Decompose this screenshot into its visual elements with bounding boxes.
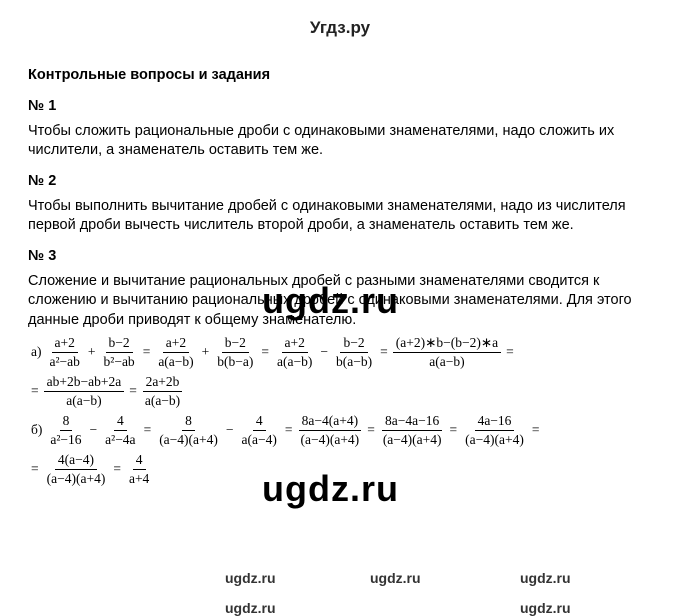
frac: 8a−4(a+4)(a−4)(a+4) [295, 413, 364, 448]
eq: = [126, 383, 140, 399]
frac: 8a²−16 [45, 413, 86, 448]
op: − [223, 422, 237, 438]
eq: = [258, 344, 272, 360]
label-b: б) [28, 422, 45, 438]
frac: 4a²−4a [100, 413, 140, 448]
eq: = [364, 422, 378, 438]
frac: 4(a−4)(a−4)(a+4) [42, 452, 111, 487]
eq: = [140, 344, 154, 360]
frac: a+2a²−ab [45, 335, 85, 370]
eq: = [282, 422, 296, 438]
site-title: Угдз.ру [28, 18, 652, 38]
frac: 4a−16(a−4)(a+4) [460, 413, 529, 448]
op: − [317, 344, 331, 360]
watermark-small: ugdz.ru [520, 600, 571, 616]
eq: = [110, 461, 124, 477]
lead: = [28, 383, 42, 399]
frac: ab+2b−ab+2aa(a−b) [42, 374, 127, 409]
q2-number: № 2 [28, 173, 652, 189]
label-a: а) [28, 344, 45, 360]
section-title: Контрольные вопросы и задания [28, 66, 652, 86]
q2-text: Чтобы выполнить вычитание дробей с одина… [28, 197, 652, 236]
q1-number: № 1 [28, 98, 652, 114]
q1-text: Чтобы сложить рациональные дроби с одина… [28, 122, 652, 161]
op: + [199, 344, 213, 360]
frac: b−2b(a−b) [331, 335, 377, 370]
frac: 4a+4 [124, 452, 154, 487]
eq: = [141, 422, 155, 438]
frac: a+2a(a−b) [153, 335, 198, 370]
watermark-small: ugdz.ru [370, 570, 421, 586]
watermark-small: ugdz.ru [225, 600, 276, 616]
eq: = [377, 344, 391, 360]
formula-row-b: б) 8a²−16 − 4a²−4a = 8(a−4)(a+4) − 4a(a−… [28, 413, 652, 448]
watermark-small: ugdz.ru [520, 570, 571, 586]
frac: 8a−4a−16(a−4)(a+4) [378, 413, 447, 448]
frac: b−2b(b−a) [212, 335, 258, 370]
frac: 4a(a−4) [237, 413, 282, 448]
formula-row-a2: = ab+2b−ab+2aa(a−b) = 2a+2ba(a−b) [28, 374, 652, 409]
formula-row-a: а) a+2a²−ab + b−2b²−ab = a+2a(a−b) + b−2… [28, 335, 652, 370]
frac: 2a+2ba(a−b) [140, 374, 185, 409]
frac: a+2a(a−b) [272, 335, 317, 370]
op: + [85, 344, 99, 360]
q3-number: № 3 [28, 248, 652, 264]
formula-row-b2: = 4(a−4)(a−4)(a+4) = 4a+4 [28, 452, 652, 487]
eq: = [447, 422, 461, 438]
q3-text: Сложение и вычитание рациональных дробей… [28, 272, 652, 331]
lead: = [28, 461, 42, 477]
tail: = [503, 344, 517, 360]
watermark-small: ugdz.ru [225, 570, 276, 586]
frac: (a+2)∗b−(b−2)∗aa(a−b) [391, 335, 503, 370]
tail: = [529, 422, 543, 438]
frac: 8(a−4)(a+4) [154, 413, 223, 448]
op: − [87, 422, 101, 438]
frac: b−2b²−ab [99, 335, 140, 370]
